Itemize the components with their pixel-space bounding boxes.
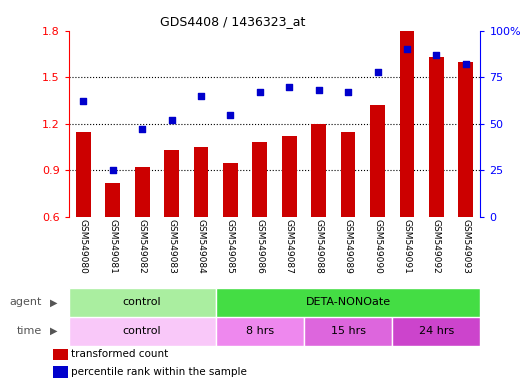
Point	[315, 87, 323, 93]
Bar	[216, 317, 304, 346]
Text: 24 hrs: 24 hrs	[419, 326, 454, 336]
Point	[256, 89, 264, 95]
Bar	[252, 142, 267, 217]
Text: GSM549089: GSM549089	[344, 219, 353, 274]
Bar	[304, 317, 392, 346]
Text: GSM549086: GSM549086	[256, 219, 265, 274]
Bar	[223, 163, 238, 217]
Text: ▶: ▶	[50, 297, 58, 308]
Point	[79, 98, 88, 104]
Point	[461, 61, 470, 67]
Point	[138, 126, 146, 132]
Text: control: control	[123, 297, 162, 308]
Bar	[69, 317, 216, 346]
Bar	[53, 349, 68, 360]
Point	[167, 117, 176, 123]
Point	[403, 46, 411, 53]
Point	[109, 167, 117, 174]
Bar	[106, 183, 120, 217]
Text: percentile rank within the sample: percentile rank within the sample	[71, 367, 247, 377]
Text: transformed count: transformed count	[71, 349, 168, 359]
Bar	[312, 124, 326, 217]
Text: GSM549092: GSM549092	[432, 219, 441, 274]
Bar	[69, 288, 216, 317]
Text: DETA-NONOate: DETA-NONOate	[306, 297, 391, 308]
Text: ▶: ▶	[50, 326, 58, 336]
Bar	[341, 132, 355, 217]
Text: 8 hrs: 8 hrs	[246, 326, 274, 336]
Bar	[282, 136, 297, 217]
Bar	[458, 62, 473, 217]
Bar	[53, 366, 68, 378]
Text: time: time	[17, 326, 42, 336]
Text: GSM549093: GSM549093	[461, 219, 470, 274]
Bar	[370, 105, 385, 217]
Text: GDS4408 / 1436323_at: GDS4408 / 1436323_at	[159, 15, 305, 28]
Point	[432, 52, 440, 58]
Bar	[164, 150, 179, 217]
Text: GSM549085: GSM549085	[226, 219, 235, 274]
Bar	[135, 167, 149, 217]
Text: control: control	[123, 326, 162, 336]
Text: GSM549087: GSM549087	[285, 219, 294, 274]
Text: agent: agent	[10, 297, 42, 308]
Point	[197, 93, 205, 99]
Bar	[392, 317, 480, 346]
Point	[285, 84, 294, 90]
Point	[373, 69, 382, 75]
Text: GSM549080: GSM549080	[79, 219, 88, 274]
Text: GSM549081: GSM549081	[108, 219, 117, 274]
Text: GSM549083: GSM549083	[167, 219, 176, 274]
Text: GSM549082: GSM549082	[138, 219, 147, 274]
Text: GSM549084: GSM549084	[196, 219, 205, 274]
Point	[344, 89, 352, 95]
Text: GSM549091: GSM549091	[402, 219, 411, 274]
Bar	[400, 31, 414, 217]
Bar	[76, 132, 91, 217]
Bar	[429, 57, 444, 217]
Bar	[194, 147, 209, 217]
Point	[226, 111, 234, 118]
Text: 15 hrs: 15 hrs	[331, 326, 365, 336]
Text: GSM549088: GSM549088	[314, 219, 323, 274]
Text: GSM549090: GSM549090	[373, 219, 382, 274]
Bar	[216, 288, 480, 317]
